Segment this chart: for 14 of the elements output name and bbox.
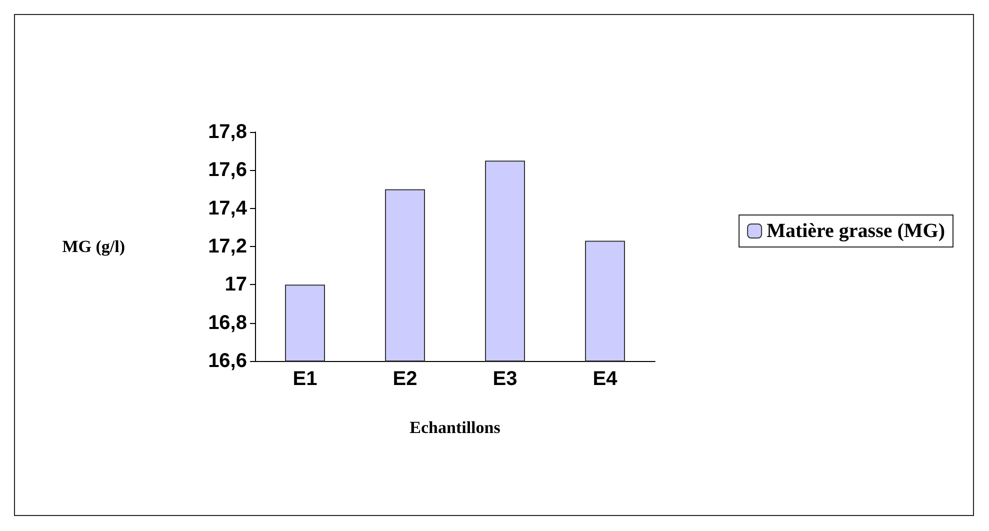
- legend-label: Matière grasse (MG): [766, 220, 945, 242]
- y-tick-label: 16,8: [208, 312, 247, 334]
- y-tick-label: 17,8: [208, 121, 247, 143]
- x-axis-title: Echantillons: [410, 418, 501, 437]
- y-tick-label: 17,2: [208, 236, 247, 258]
- x-tick-label: E2: [392, 368, 418, 390]
- x-tick-label: E4: [592, 368, 618, 390]
- y-tick-label: 17,4: [208, 197, 248, 220]
- y-axis-title: MG (g/l): [62, 237, 125, 256]
- y-tick-label: 17,6: [208, 159, 247, 182]
- y-tick-label: 17: [224, 274, 247, 296]
- x-tick-label: E3: [492, 368, 518, 390]
- y-tick-label: 16,6: [208, 350, 247, 372]
- x-tick-label: E1: [292, 368, 318, 390]
